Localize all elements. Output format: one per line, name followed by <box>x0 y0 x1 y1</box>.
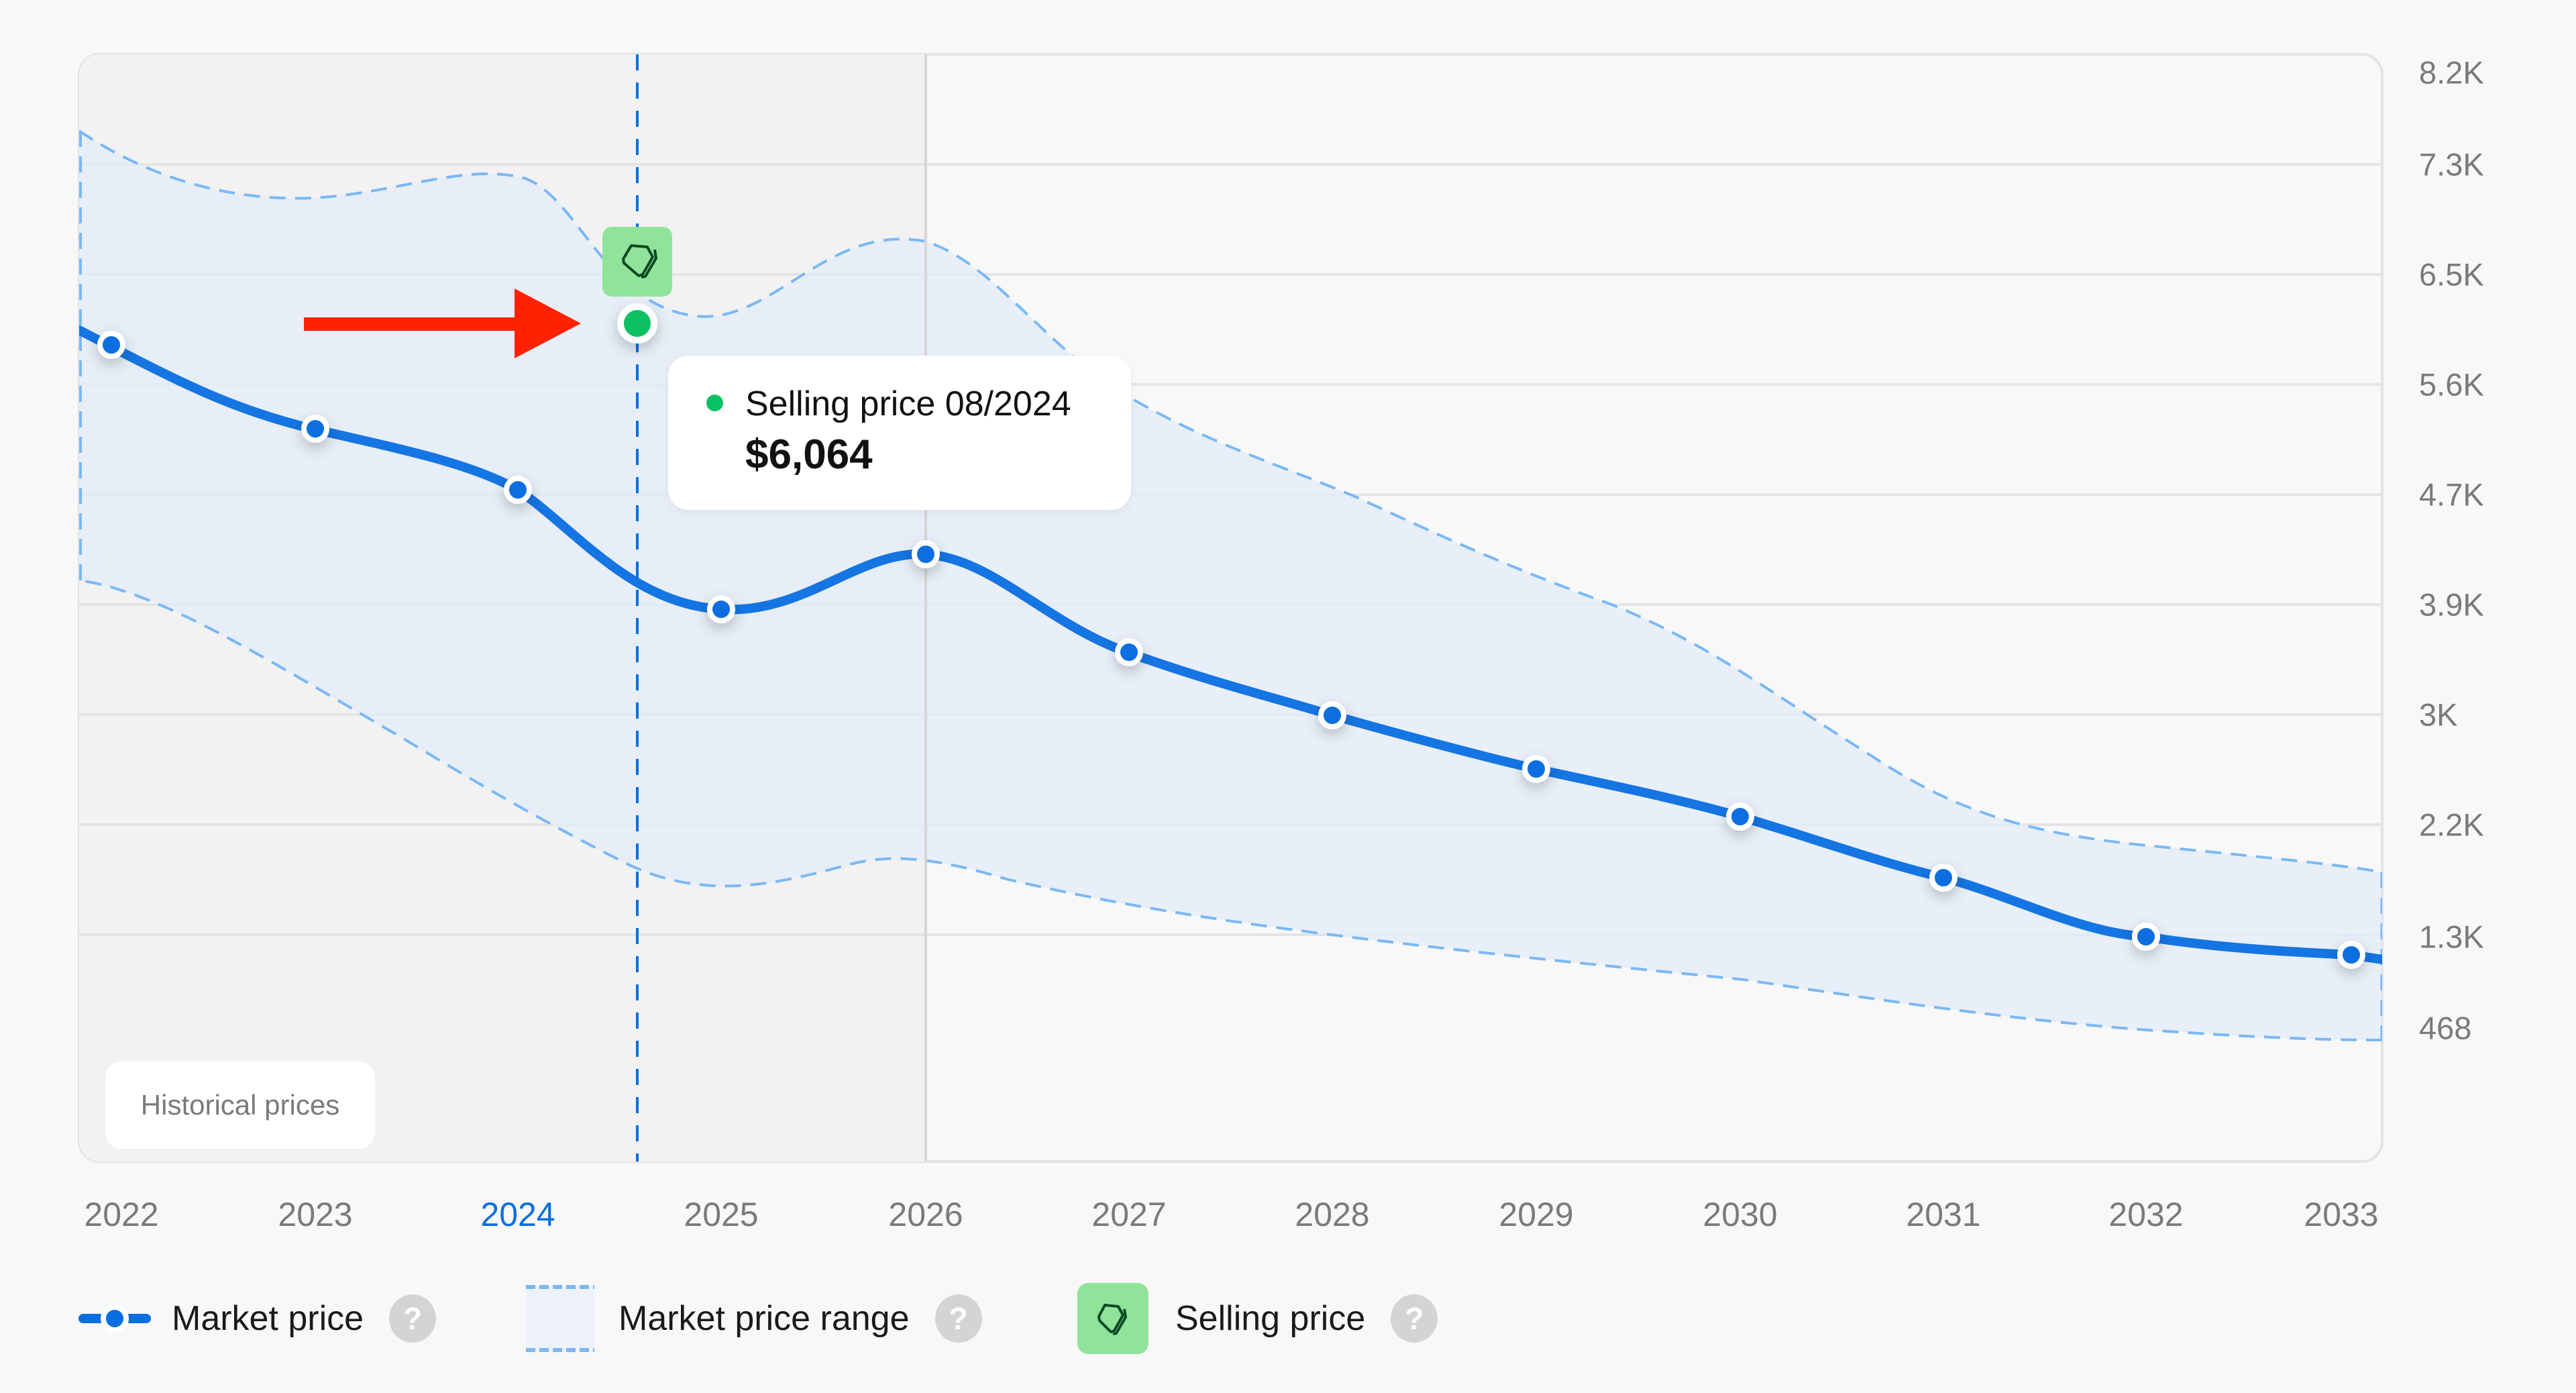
tooltip-label: Selling price 08/2024 <box>745 384 1071 423</box>
x-tick-label: 2031 <box>1906 1196 1981 1233</box>
help-icon[interactable]: ? <box>1391 1294 1438 1343</box>
price-tag-icon <box>1077 1283 1148 1354</box>
y-tick-label: 468 <box>2419 1010 2472 1046</box>
legend-label: Market price <box>172 1299 364 1338</box>
legend-label: Selling price <box>1175 1299 1366 1338</box>
x-tick-label: 2032 <box>2108 1196 2184 1233</box>
x-tick-label-active: 2024 <box>480 1196 555 1233</box>
red-arrow-annotation <box>304 289 581 358</box>
x-tick-label: 2028 <box>1295 1196 1370 1233</box>
legend-item-market-price[interactable]: Market price ? <box>78 1278 437 1359</box>
price-range-band <box>79 131 2382 1040</box>
x-tick-label: 2027 <box>1091 1196 1167 1233</box>
selling-price-dot-icon <box>706 395 723 411</box>
x-tick-label: 2025 <box>684 1196 759 1233</box>
selling-price-tooltip: Selling price 08/2024 $6,064 <box>668 356 1131 510</box>
historical-prices-badge: Historical prices <box>105 1062 375 1149</box>
x-tick-label: 2033 <box>2304 1196 2379 1233</box>
tooltip-value: $6,064 <box>745 431 873 478</box>
x-tick-label: 2022 <box>84 1196 159 1233</box>
y-tick-label: 4.7K <box>2419 476 2484 513</box>
y-tick-label: 3.9K <box>2419 586 2484 623</box>
y-tick-label: 8.2K <box>2419 54 2484 91</box>
x-tick-label: 2030 <box>1703 1196 1778 1233</box>
price-range-upper <box>79 130 2382 874</box>
y-tick-label: 3K <box>2419 696 2458 733</box>
y-tick-label: 5.6K <box>2419 366 2484 403</box>
market-price-line <box>79 325 2382 964</box>
chart-legend: Market price ? Market price range ? <box>0 1278 2576 1359</box>
legend-label: Market price range <box>619 1299 910 1338</box>
help-icon[interactable]: ? <box>389 1294 437 1343</box>
dashed-range-icon <box>526 1285 594 1352</box>
y-tick-label: 1.3K <box>2419 919 2484 955</box>
legend-item-market-price-range[interactable]: Market price range ? <box>523 1278 982 1359</box>
x-tick-label: 2023 <box>278 1196 353 1233</box>
line-with-dot-icon <box>78 1304 151 1333</box>
price-range-lower <box>79 579 2382 1041</box>
market-price-points <box>97 331 2365 969</box>
y-tick-label: 6.5K <box>2419 256 2484 293</box>
selling-price-point <box>617 303 657 344</box>
y-tick-label: 7.3K <box>2419 146 2484 183</box>
legend-item-selling-price[interactable]: Selling price ? <box>1077 1278 1438 1359</box>
x-tick-label: 2029 <box>1499 1196 1574 1233</box>
help-icon[interactable]: ? <box>934 1294 982 1343</box>
x-tick-label: 2026 <box>888 1196 963 1233</box>
selling-price-tag-marker <box>602 227 672 297</box>
price-tag-icon <box>622 244 657 278</box>
y-tick-label: 2.2K <box>2419 807 2484 843</box>
